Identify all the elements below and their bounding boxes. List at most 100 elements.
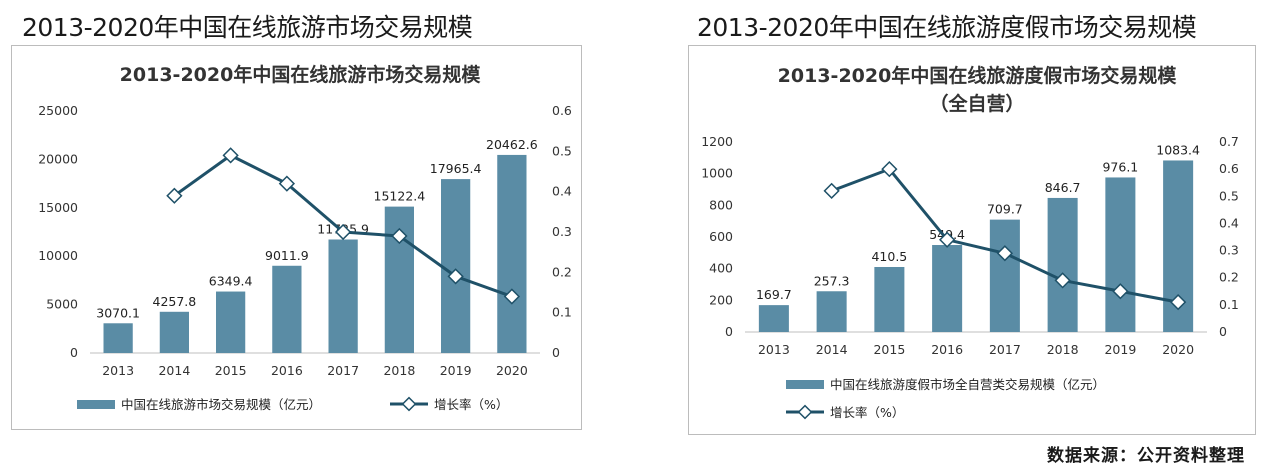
legend-label: 中国在线旅游市场交易规模（亿元） <box>121 397 321 412</box>
growth-rate-marker <box>166 187 183 204</box>
y-left-tick-label: 20000 <box>38 151 78 166</box>
bar <box>328 239 358 353</box>
y-right-tick-label: 0.2 <box>552 264 572 279</box>
chart-subtitle: （全自营） <box>929 92 1024 115</box>
growth-rate-marker <box>447 268 464 285</box>
y-left-tick-label: 25000 <box>38 103 78 118</box>
bar-data-label: 6349.4 <box>209 274 253 289</box>
x-tick-label: 2015 <box>873 342 905 357</box>
legend-label: 中国在线旅游度假市场全自营类交易规模（亿元） <box>830 377 1105 392</box>
x-tick-label: 2018 <box>1047 342 1079 357</box>
y-right-tick-label: 0.1 <box>1219 297 1239 312</box>
bar <box>103 323 133 353</box>
bar-data-label: 709.7 <box>987 202 1023 217</box>
x-tick-label: 2020 <box>496 363 528 378</box>
x-tick-label: 2017 <box>989 342 1021 357</box>
bar-data-label: 846.7 <box>1045 180 1081 195</box>
bar <box>816 291 847 332</box>
data-source-note: 数据来源：公开资料整理 <box>1047 446 1245 466</box>
y-left-tick-label: 800 <box>709 197 733 212</box>
y-left-tick-label: 5000 <box>46 297 78 312</box>
y-left-tick-label: 200 <box>709 292 733 307</box>
x-tick-label: 2014 <box>158 363 190 378</box>
y-right-tick-label: 0.6 <box>552 103 572 118</box>
y-left-tick-label: 600 <box>709 229 733 244</box>
growth-rate-marker <box>503 288 521 305</box>
bar <box>159 311 189 353</box>
bar <box>932 245 963 332</box>
bar-data-label: 9011.9 <box>265 248 309 263</box>
y-right-tick-label: 0 <box>1219 324 1227 339</box>
x-tick-label: 2013 <box>102 363 134 378</box>
bar <box>874 267 905 332</box>
bar-data-label: 976.1 <box>1102 159 1138 174</box>
bar-data-label: 20462.6 <box>486 137 538 152</box>
bar-data-label: 410.5 <box>871 249 907 264</box>
y-right-tick-label: 0.7 <box>1219 134 1239 149</box>
bar <box>216 291 246 353</box>
chart-svg-online-travel: 2013-2020年中国在线旅游市场交易规模 0 5000 10000 15000 200… <box>38 63 572 412</box>
y-right-tick-label: 0.1 <box>552 305 572 320</box>
growth-rate-marker <box>334 223 352 241</box>
bar-data-label: 3070.1 <box>96 305 140 320</box>
legend-bar-swatch <box>786 380 824 389</box>
growth-rate-marker <box>391 227 408 245</box>
growth-rate-marker <box>881 161 898 178</box>
y-right-tick-label: 0.2 <box>1219 270 1239 285</box>
y-left-tick-label: 1000 <box>701 166 733 181</box>
y-right-tick-label: 0.4 <box>552 184 572 199</box>
y-right-tick-label: 0.5 <box>1219 188 1239 203</box>
y-right-tick-label: 0.4 <box>1219 215 1239 230</box>
bar-data-label: 169.7 <box>756 287 792 302</box>
y-left-tick-label: 1200 <box>701 134 733 149</box>
growth-rate-marker <box>1054 272 1071 289</box>
growth-rate-marker <box>823 182 840 199</box>
x-tick-label: 2013 <box>758 342 790 357</box>
bar <box>441 179 471 353</box>
y-right-tick-label: 0.3 <box>1219 243 1239 258</box>
growth-rate-marker <box>1112 283 1129 300</box>
y-left-tick-label: 0 <box>725 324 733 339</box>
x-tick-label: 2020 <box>1162 342 1194 357</box>
growth-rate-marker <box>278 175 296 192</box>
bar-data-label: 15122.4 <box>374 189 426 204</box>
legend-label: 增长率（%） <box>830 405 904 420</box>
x-tick-label: 2017 <box>327 363 359 378</box>
legend-bar-swatch <box>77 400 115 409</box>
y-right-tick-label: 0 <box>552 345 560 360</box>
right-heading: 2013-2020年中国在线旅游度假市场交易规模 <box>697 13 1197 42</box>
x-tick-label: 2014 <box>816 342 848 357</box>
chart-panel-online-travel: 2013-2020年中国在线旅游市场交易规模 0 5000 10000 15000 200… <box>11 45 582 430</box>
bar <box>1047 197 1078 332</box>
growth-rate-marker <box>1169 294 1187 311</box>
growth-rate-marker <box>938 231 956 248</box>
y-right-tick-label: 0.3 <box>552 224 572 239</box>
y-right-tick-label: 0.5 <box>552 143 572 158</box>
growth-rate-marker <box>996 245 1014 262</box>
chart-panel-online-vacation: 2013-2020年中国在线旅游度假市场交易规模 （全自营） 0 200 400 600 8… <box>688 45 1256 435</box>
x-tick-label: 2019 <box>440 363 472 378</box>
y-left-tick-label: 0 <box>70 345 78 360</box>
legend-label: 增长率（%） <box>434 397 508 412</box>
y-left-tick-label: 10000 <box>38 248 78 263</box>
bar-data-label: 4257.8 <box>153 294 197 309</box>
bar <box>989 219 1020 332</box>
bar <box>497 154 527 353</box>
y-left-tick-label: 15000 <box>38 200 78 215</box>
bar-data-label: 1083.4 <box>1156 142 1200 157</box>
y-right-tick-label: 0.6 <box>1219 161 1239 176</box>
legend-line-marker <box>401 396 417 412</box>
legend-line-marker <box>797 404 813 420</box>
chart-title: 2013-2020年中国在线旅游市场交易规模 <box>120 63 482 86</box>
x-tick-label: 2018 <box>383 363 415 378</box>
growth-rate-marker <box>222 147 239 164</box>
bar <box>272 265 302 353</box>
x-tick-label: 2016 <box>931 342 963 357</box>
left-heading: 2013-2020年中国在线旅游市场交易规模 <box>22 13 473 42</box>
bar <box>1105 177 1136 332</box>
bar-data-label: 17965.4 <box>430 161 482 176</box>
chart-title: 2013-2020年中国在线旅游度假市场交易规模 <box>778 64 1178 87</box>
x-tick-label: 2015 <box>215 363 247 378</box>
bar-data-label: 257.3 <box>814 273 850 288</box>
chart-svg-online-vacation: 2013-2020年中国在线旅游度假市场交易规模 （全自营） 0 200 400 600 8… <box>701 64 1239 420</box>
